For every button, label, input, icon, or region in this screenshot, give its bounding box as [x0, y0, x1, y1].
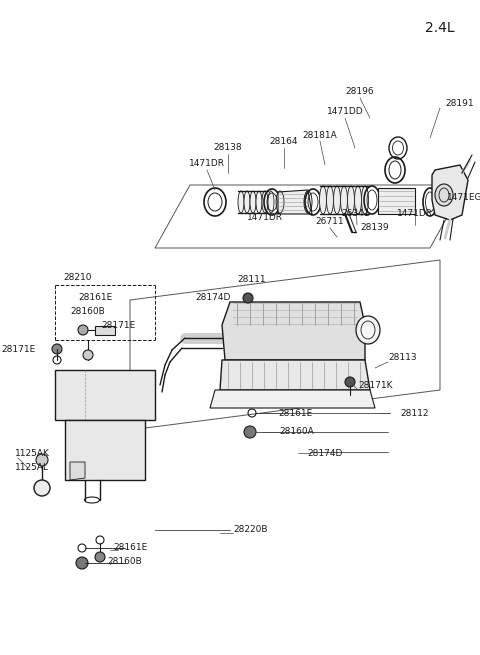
Text: 28174D: 28174D — [195, 293, 231, 303]
Ellipse shape — [262, 191, 268, 213]
Ellipse shape — [340, 186, 348, 214]
Circle shape — [34, 480, 50, 496]
Text: 28171K: 28171K — [358, 381, 393, 390]
Circle shape — [243, 293, 253, 303]
Text: 1471DR: 1471DR — [189, 159, 225, 168]
Polygon shape — [95, 326, 115, 335]
Polygon shape — [220, 360, 370, 390]
Ellipse shape — [244, 191, 250, 213]
Text: 28138: 28138 — [214, 143, 242, 151]
Ellipse shape — [348, 186, 355, 214]
Polygon shape — [432, 165, 468, 220]
Polygon shape — [378, 188, 415, 214]
Text: 28181A: 28181A — [302, 130, 337, 140]
Text: 28191: 28191 — [445, 98, 474, 107]
Ellipse shape — [356, 316, 380, 344]
Circle shape — [95, 552, 105, 562]
Text: 1471DR: 1471DR — [397, 208, 433, 217]
Text: 28161E: 28161E — [278, 409, 312, 417]
Text: 28161E: 28161E — [78, 293, 112, 303]
Text: 1471EG: 1471EG — [447, 193, 480, 202]
Circle shape — [83, 350, 93, 360]
Text: 28160A: 28160A — [280, 428, 314, 436]
Ellipse shape — [268, 191, 274, 213]
Text: 1125AK: 1125AK — [15, 449, 50, 457]
Polygon shape — [210, 390, 375, 408]
Ellipse shape — [238, 191, 244, 213]
Text: 28160B: 28160B — [108, 557, 143, 567]
Text: 1125AL: 1125AL — [15, 462, 49, 472]
Text: 28171E: 28171E — [101, 322, 135, 331]
Text: 26341: 26341 — [342, 208, 370, 217]
Circle shape — [345, 377, 355, 387]
Ellipse shape — [355, 186, 361, 214]
Polygon shape — [65, 420, 145, 480]
Text: 28174D: 28174D — [307, 449, 343, 457]
Polygon shape — [222, 302, 365, 360]
Text: 26711: 26711 — [316, 217, 344, 227]
Ellipse shape — [361, 186, 369, 214]
Text: 28220B: 28220B — [233, 525, 267, 534]
Circle shape — [52, 344, 62, 354]
Polygon shape — [278, 190, 312, 214]
Text: 28210: 28210 — [64, 274, 92, 282]
Text: 1471DD: 1471DD — [327, 107, 363, 117]
Text: 2.4L: 2.4L — [425, 21, 455, 35]
Text: 28161E: 28161E — [113, 544, 147, 553]
Ellipse shape — [320, 186, 326, 214]
Text: 28164: 28164 — [270, 136, 298, 145]
Text: 28171E: 28171E — [1, 345, 35, 354]
Ellipse shape — [250, 191, 256, 213]
Text: 28160B: 28160B — [71, 307, 106, 316]
Circle shape — [36, 454, 48, 466]
Text: 28196: 28196 — [346, 88, 374, 96]
Ellipse shape — [435, 184, 453, 206]
Circle shape — [76, 557, 88, 569]
Text: 28111: 28111 — [238, 276, 266, 284]
Ellipse shape — [326, 186, 334, 214]
Circle shape — [78, 325, 88, 335]
Polygon shape — [70, 462, 85, 480]
Text: 1471DR: 1471DR — [247, 214, 283, 223]
Text: 28112: 28112 — [400, 409, 429, 417]
Ellipse shape — [334, 186, 340, 214]
Text: 28139: 28139 — [360, 223, 389, 233]
Ellipse shape — [385, 157, 405, 183]
Text: 28113: 28113 — [388, 354, 417, 362]
Ellipse shape — [256, 191, 262, 213]
Polygon shape — [55, 370, 155, 420]
Circle shape — [244, 426, 256, 438]
